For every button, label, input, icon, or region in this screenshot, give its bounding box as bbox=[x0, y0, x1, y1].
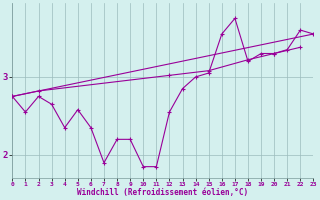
X-axis label: Windchill (Refroidissement éolien,°C): Windchill (Refroidissement éolien,°C) bbox=[77, 188, 248, 197]
